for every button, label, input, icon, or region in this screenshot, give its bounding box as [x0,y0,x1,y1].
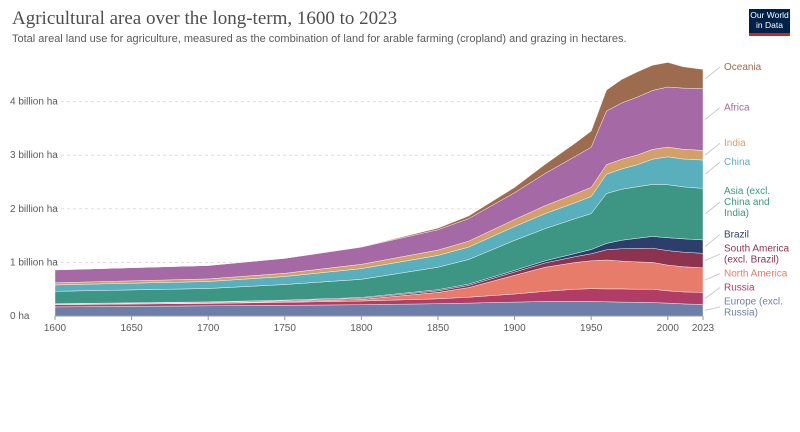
label-leader-line [704,253,721,261]
x-tick-label: 1700 [197,323,220,334]
x-tick-label: 1750 [274,323,297,334]
x-tick-label: 1900 [503,323,526,334]
label-leader-line [704,273,721,281]
y-tick-label: 3 billion ha [10,150,58,161]
y-axis-ticks: 0 ha 1 billion ha 2 billion ha 3 billion ha… [10,97,58,322]
label-leader-line [704,201,721,215]
chart-subtitle: Total areal land use for agriculture, me… [12,33,627,45]
label-leader-line [704,306,721,311]
label-leader-line [704,107,721,120]
series-label[interactable]: North America [724,269,788,280]
y-tick-label: 2 billion ha [10,204,58,215]
stacked-areas [54,62,704,317]
x-tick-label: 2023 [692,323,715,334]
logo-line-1: Our World [750,10,789,20]
series-label[interactable]: South America (excl. Brazil) [724,244,789,266]
series-label[interactable]: India [724,138,746,149]
x-tick-label: 2000 [657,323,680,334]
series-label[interactable]: Russia [724,283,755,294]
series-label[interactable]: Europe (excl. Russia) [724,297,783,319]
label-leader-line [704,161,721,175]
label-leader-line [704,234,721,247]
x-tick-label: 1850 [427,323,450,334]
label-leader-line [704,66,721,80]
y-tick-label: 4 billion ha [10,97,58,108]
label-leader-line [704,142,721,156]
chart-title: Agricultural area over the long-term, 16… [12,8,398,29]
series-label[interactable]: Oceania [724,62,762,73]
label-leader-line [704,287,721,299]
series-label[interactable]: Africa [724,102,750,113]
series-label[interactable]: Asia (excl. China and India) [724,186,770,219]
logo-line-2: in Data [756,19,783,30]
area-oceania[interactable] [54,62,704,271]
series-labels: Oceania Africa India China Asia (excl. China … [704,62,789,319]
series-label[interactable]: China [724,157,751,168]
x-tick-label: 1600 [44,323,67,334]
x-tick-label: 1650 [120,323,143,334]
x-axis: 1600 1650 1700 1750 1800 1850 1900 1950 2000 2023 [44,315,715,334]
x-tick-label: 1800 [350,323,373,334]
x-tick-label: 1950 [580,323,603,334]
series-label[interactable]: Brazil [724,230,749,241]
y-tick-label: 0 ha [10,311,30,322]
owid-logo[interactable]: Our World in Data [749,9,790,36]
y-tick-label: 1 billion ha [10,257,58,268]
